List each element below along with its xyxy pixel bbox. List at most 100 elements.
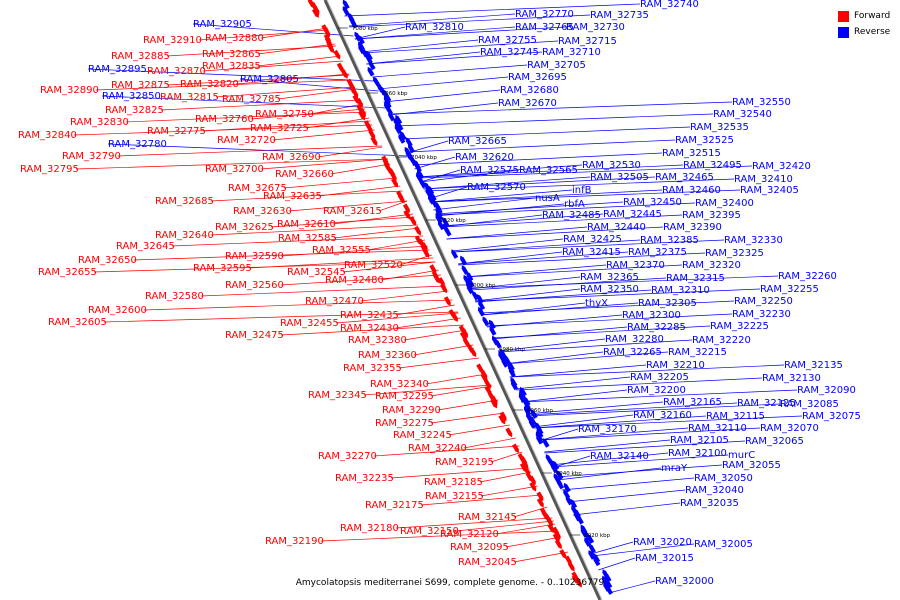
reverse-gene-label[interactable]: RAM_32755: [478, 35, 537, 46]
forward-gene-label[interactable]: RAM_32815: [160, 92, 219, 103]
forward-gene-label[interactable]: RAM_32585: [278, 233, 337, 244]
reverse-gene-label[interactable]: RAM_32110: [688, 423, 747, 434]
reverse-gene-label[interactable]: RAM_32210: [646, 360, 705, 371]
reverse-gene-label[interactable]: RAM_32465: [655, 172, 714, 183]
reverse-gene-label[interactable]: RAM_32745: [480, 47, 539, 58]
reverse-gene-label[interactable]: nusA: [535, 193, 560, 204]
forward-gene-label[interactable]: RAM_32830: [70, 117, 129, 128]
reverse-gene-label[interactable]: RAM_32375: [628, 247, 687, 258]
reverse-gene-label[interactable]: RAM_32085: [780, 399, 839, 410]
reverse-gene-label[interactable]: RAM_32075: [802, 411, 861, 422]
forward-gene-label[interactable]: RAM_32605: [48, 317, 107, 328]
reverse-gene-label[interactable]: RAM_32620: [455, 152, 514, 163]
reverse-gene-label[interactable]: RAM_32125: [737, 398, 796, 409]
reverse-gene-label[interactable]: RAM_32665: [448, 136, 507, 147]
forward-gene-label[interactable]: RAM_32635: [263, 191, 322, 202]
reverse-gene-label[interactable]: RAM_32100: [668, 448, 727, 459]
reverse-gene-label[interactable]: RAM_32165: [663, 397, 722, 408]
reverse-gene-label[interactable]: RAM_32420: [752, 161, 811, 172]
forward-gene-label[interactable]: RAM_32885: [111, 51, 170, 62]
reverse-gene-label[interactable]: RAM_32415: [562, 247, 621, 258]
forward-gene-label[interactable]: RAM_32870: [147, 66, 206, 77]
forward-gene-label[interactable]: RAM_32380: [348, 335, 407, 346]
reverse-gene-label[interactable]: RAM_32205: [630, 372, 689, 383]
forward-gene-label[interactable]: RAM_32880: [205, 33, 264, 44]
reverse-gene-label[interactable]: RAM_32740: [640, 0, 699, 10]
forward-gene-label[interactable]: RAM_32560: [225, 280, 284, 291]
reverse-gene-label[interactable]: RAM_32350: [580, 284, 639, 295]
forward-gene-label[interactable]: RAM_32655: [38, 267, 97, 278]
reverse-gene-label[interactable]: RAM_32200: [627, 385, 686, 396]
reverse-gene-label[interactable]: RAM_32070: [760, 423, 819, 434]
reverse-gene-label[interactable]: rbfA: [564, 199, 585, 210]
reverse-gene-label[interactable]: RAM_32300: [622, 310, 681, 321]
reverse-gene-label[interactable]: RAM_32485: [542, 210, 601, 221]
forward-gene-label[interactable]: RAM_32360: [358, 350, 417, 361]
reverse-gene-label[interactable]: RAM_32105: [670, 435, 729, 446]
reverse-gene-label[interactable]: RAM_32220: [692, 335, 751, 346]
reverse-gene-label[interactable]: RAM_32540: [713, 109, 772, 120]
reverse-gene-label[interactable]: RAM_32315: [666, 273, 725, 284]
reverse-gene-label[interactable]: RAM_32575: [460, 165, 519, 176]
reverse-gene-label[interactable]: RAM_32525: [675, 135, 734, 146]
reverse-gene-label[interactable]: murC: [728, 450, 755, 461]
reverse-gene-label[interactable]: RAM_32425: [563, 234, 622, 245]
forward-gene-label[interactable]: RAM_32480: [325, 275, 384, 286]
reverse-gene-label[interactable]: mraY: [661, 463, 688, 474]
reverse-gene-label[interactable]: RAM_32515: [662, 148, 721, 159]
reverse-gene-label[interactable]: RAM_32130: [762, 373, 821, 384]
reverse-gene-label[interactable]: RAM_32225: [710, 321, 769, 332]
forward-gene-label[interactable]: RAM_32120: [440, 529, 499, 540]
forward-gene-label[interactable]: RAM_32095: [450, 542, 509, 553]
reverse-gene-label[interactable]: RAM_32505: [590, 172, 649, 183]
forward-gene-label[interactable]: RAM_32625: [215, 222, 274, 233]
reverse-gene-label[interactable]: RAM_32160: [633, 410, 692, 421]
forward-gene-label[interactable]: RAM_32355: [343, 363, 402, 374]
reverse-gene-label[interactable]: RAM_32140: [590, 451, 649, 462]
reverse-gene-label[interactable]: RAM_32215: [668, 347, 727, 358]
reverse-gene-label[interactable]: thyX: [585, 298, 608, 309]
forward-gene-label[interactable]: RAM_32910: [143, 35, 202, 46]
reverse-gene-label[interactable]: RAM_32020: [633, 537, 692, 548]
reverse-gene-label[interactable]: RAM_32390: [663, 222, 722, 233]
forward-gene-label[interactable]: RAM_32435: [340, 310, 399, 321]
reverse-gene-label[interactable]: RAM_32695: [508, 72, 567, 83]
forward-gene-label[interactable]: RAM_32865: [202, 49, 261, 60]
forward-gene-label[interactable]: RAM_32175: [365, 500, 424, 511]
forward-gene-label[interactable]: RAM_32835: [202, 61, 261, 72]
forward-gene-label[interactable]: RAM_32240: [408, 443, 467, 454]
reverse-gene-label[interactable]: RAM_32395: [682, 210, 741, 221]
reverse-gene-label[interactable]: RAM_32370: [606, 260, 665, 271]
forward-gene-label[interactable]: RAM_32455: [280, 318, 339, 329]
forward-gene-label[interactable]: RAM_32045: [458, 557, 517, 568]
forward-gene-label[interactable]: RAM_32520: [344, 260, 403, 271]
reverse-gene-label[interactable]: RAM_32385: [640, 235, 699, 246]
forward-gene-label[interactable]: RAM_32650: [78, 255, 137, 266]
forward-gene-label[interactable]: RAM_32180: [340, 523, 399, 534]
forward-gene-label[interactable]: RAM_32190: [265, 536, 324, 547]
reverse-gene-label[interactable]: RAM_32310: [651, 285, 710, 296]
reverse-gene-label[interactable]: RAM_32445: [603, 209, 662, 220]
reverse-gene-label[interactable]: RAM_32810: [405, 22, 464, 33]
reverse-gene-label[interactable]: RAM_32805: [240, 74, 299, 85]
reverse-gene-label[interactable]: RAM_32040: [685, 485, 744, 496]
reverse-gene-label[interactable]: RAM_32905: [193, 19, 252, 30]
forward-gene-label[interactable]: RAM_32640: [155, 230, 214, 241]
forward-gene-label[interactable]: RAM_32475: [225, 330, 284, 341]
forward-gene-label[interactable]: RAM_32580: [145, 291, 204, 302]
reverse-gene-label[interactable]: RAM_32325: [705, 248, 764, 259]
reverse-gene-label[interactable]: RAM_32710: [542, 47, 601, 58]
forward-gene-label[interactable]: RAM_32195: [435, 457, 494, 468]
reverse-gene-label[interactable]: RAM_32285: [627, 322, 686, 333]
forward-gene-label[interactable]: RAM_32785: [222, 94, 281, 105]
forward-gene-label[interactable]: RAM_32430: [340, 323, 399, 334]
reverse-gene-label[interactable]: RAM_32005: [694, 539, 753, 550]
reverse-gene-label[interactable]: RAM_32280: [605, 334, 664, 345]
forward-gene-label[interactable]: RAM_32760: [195, 114, 254, 125]
forward-gene-label[interactable]: RAM_32295: [375, 391, 434, 402]
reverse-gene-label[interactable]: RAM_32705: [527, 60, 586, 71]
forward-gene-label[interactable]: RAM_32890: [40, 85, 99, 96]
forward-gene-label[interactable]: RAM_32245: [393, 430, 452, 441]
reverse-gene-label[interactable]: RAM_32450: [623, 197, 682, 208]
reverse-gene-label[interactable]: RAM_32565: [519, 165, 578, 176]
